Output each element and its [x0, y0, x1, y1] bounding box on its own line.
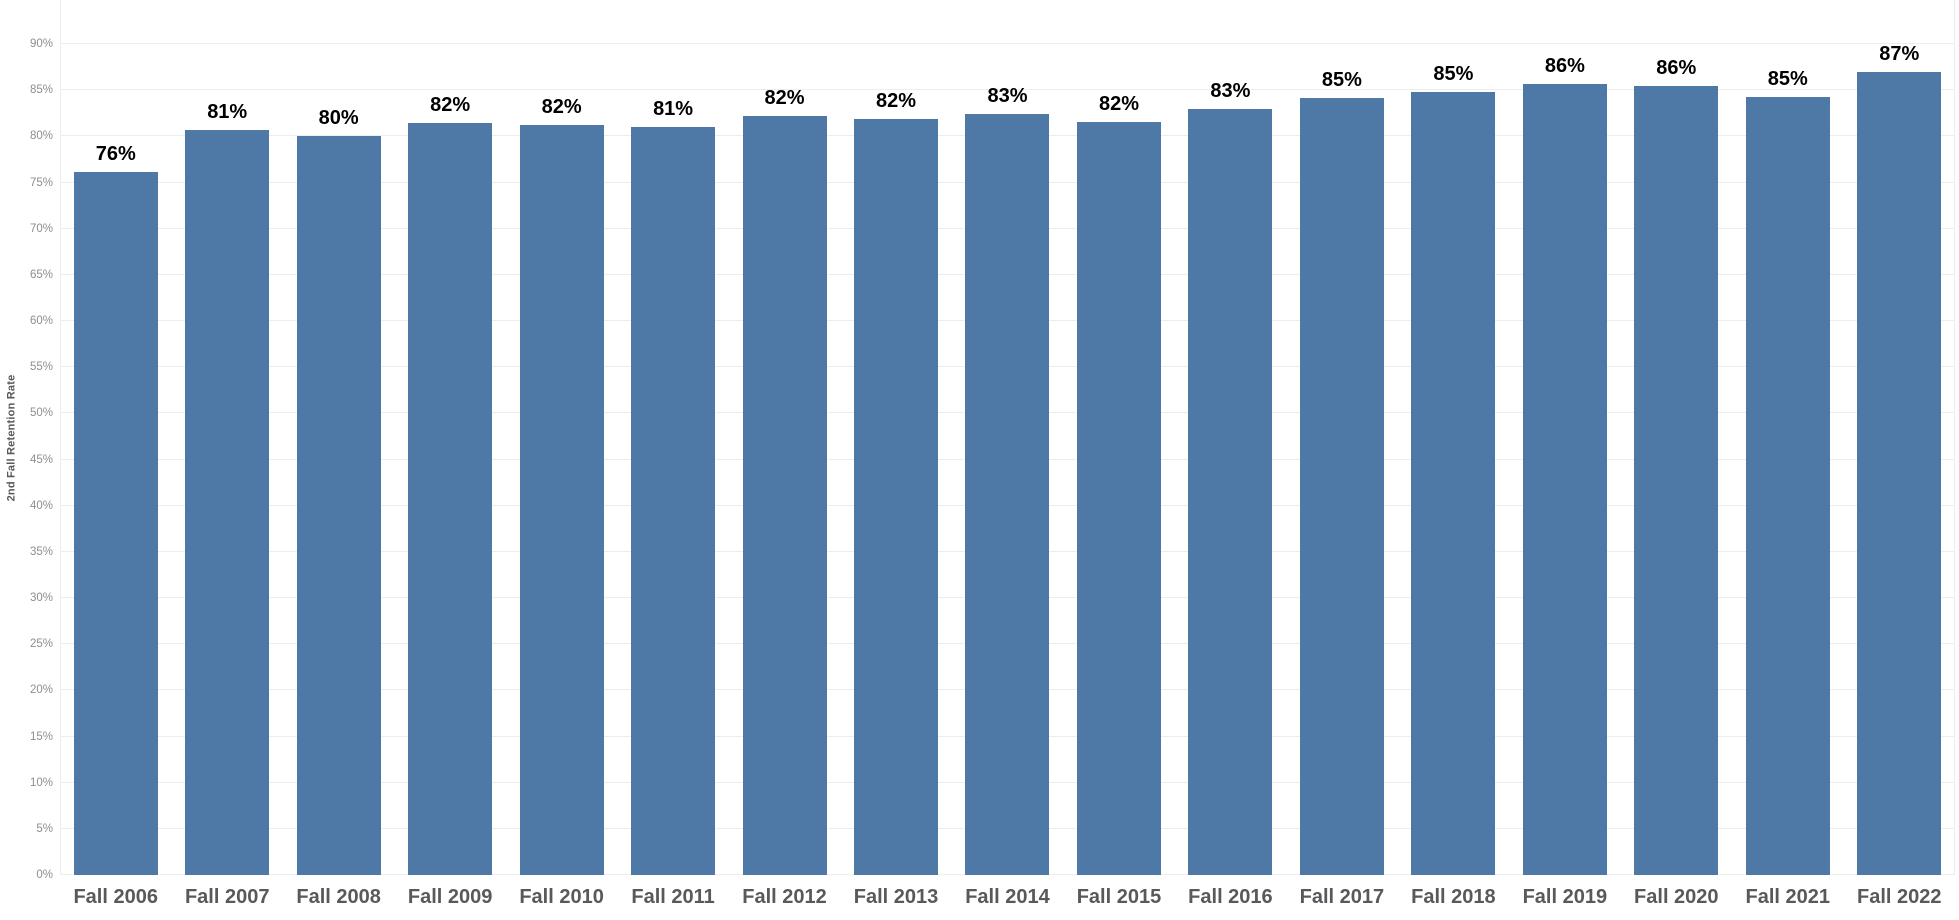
bar-fall-2022[interactable] — [1857, 71, 1942, 875]
bar-slot: 85% — [1286, 0, 1397, 875]
y-axis-tick-label: 15% — [29, 730, 53, 743]
y-axis-tick-label: 80% — [29, 130, 53, 143]
y-axis-tick-label: 0% — [36, 869, 53, 881]
y-axis-tick-label: 70% — [29, 222, 53, 235]
y-axis-tick-label: 20% — [29, 684, 53, 697]
x-axis-label-fall-2019: Fall 2019 — [1522, 885, 1608, 908]
bar-value-label: 81% — [653, 98, 694, 121]
y-axis-tick-label: 45% — [29, 453, 53, 466]
x-axis-label-fall-2009: Fall 2009 — [407, 885, 493, 908]
plot-area: 76% 81% 80% 82% 82% 81% 82% 82% 83% 82% 83% 85% 85% 8… — [60, 0, 1955, 875]
bar-slot: 80% — [283, 0, 394, 875]
y-axis-tick-label: 50% — [29, 407, 53, 420]
bar-slot: 85% — [1398, 0, 1509, 875]
bar-fall-2006[interactable] — [73, 172, 158, 875]
y-axis-tick-label: 30% — [29, 592, 53, 604]
bar-slot: 82% — [729, 0, 840, 875]
bar-fall-2017[interactable] — [1299, 97, 1384, 875]
bar-slot: 86% — [1509, 0, 1620, 875]
bar-slot: 85% — [1732, 0, 1843, 875]
x-axis-label-fall-2014: Fall 2014 — [965, 885, 1050, 908]
bar-value-label: 83% — [1210, 79, 1251, 102]
y-axis-tick-label: 90% — [29, 38, 53, 50]
bar-fall-2020[interactable] — [1634, 85, 1719, 875]
y-axis-tick-label: 35% — [29, 545, 53, 558]
bar-slot: 83% — [952, 0, 1063, 875]
bar-slot: 81% — [171, 0, 282, 875]
bar-fall-2009[interactable] — [408, 123, 493, 875]
bar-fall-2011[interactable] — [631, 127, 716, 875]
x-axis-labels: Fall 2006 Fall 2007 Fall 2008 Fall 2009 Fall… — [60, 879, 1955, 915]
bar-fall-2021[interactable] — [1745, 96, 1830, 875]
bar-value-label: 86% — [1656, 56, 1697, 79]
x-axis-label-fall-2017: Fall 2017 — [1299, 885, 1385, 908]
bar-fall-2015[interactable] — [1076, 122, 1161, 875]
bar-slot: 86% — [1621, 0, 1732, 875]
bar-value-label: 82% — [876, 89, 917, 112]
plot-right-border — [1954, 0, 1955, 875]
bar-fall-2012[interactable] — [742, 116, 827, 875]
x-axis-label-fall-2015: Fall 2015 — [1076, 885, 1162, 908]
gridline — [60, 89, 1955, 91]
bar-slot: 76% — [60, 0, 171, 875]
bar-slot: 81% — [617, 0, 728, 875]
bar-fall-2019[interactable] — [1522, 83, 1607, 875]
y-axis-tick-label: 85% — [29, 84, 53, 97]
x-axis-label-fall-2010: Fall 2010 — [519, 885, 604, 908]
gridline — [60, 43, 1955, 44]
x-axis-label-fall-2021: Fall 2021 — [1745, 885, 1831, 908]
bar-fall-2016[interactable] — [1188, 108, 1273, 875]
bar-value-label: 86% — [1544, 54, 1585, 77]
x-axis-label-fall-2022: Fall 2022 — [1856, 885, 1942, 908]
bar-slot: 82% — [506, 0, 617, 875]
bar-value-label: 85% — [1433, 63, 1474, 86]
y-axis-tick-label: 40% — [29, 499, 53, 512]
bar-fall-2007[interactable] — [185, 129, 270, 875]
bar-fall-2014[interactable] — [965, 114, 1050, 875]
x-axis-label-fall-2016: Fall 2016 — [1188, 885, 1273, 908]
x-axis-label-fall-2011: Fall 2011 — [631, 885, 715, 908]
bar-value-label: 80% — [318, 107, 359, 130]
bar-value-label: 82% — [764, 87, 805, 110]
x-axis-label-fall-2013: Fall 2013 — [853, 885, 939, 908]
bar-fall-2010[interactable] — [519, 125, 604, 875]
bar-slot: 82% — [394, 0, 505, 875]
bar-fall-2008[interactable] — [296, 136, 381, 875]
y-axis-line — [60, 0, 61, 875]
y-axis-tick-labels: 0% 5% 10% 15% 20% 25% 30% 35% 40% 45% 50% 55% 60% 65%… — [0, 0, 53, 881]
bar-value-label: 83% — [987, 85, 1028, 108]
bar-slot: 87% — [1844, 0, 1955, 875]
x-axis-label-fall-2012: Fall 2012 — [742, 885, 827, 908]
bar-value-label: 85% — [1321, 68, 1362, 91]
y-axis-tick-label: 65% — [29, 268, 53, 281]
bar-value-label: 81% — [207, 100, 248, 123]
bar-slot: 83% — [1175, 0, 1286, 875]
y-axis-tick-label: 10% — [29, 776, 53, 789]
bar-value-label: 87% — [1879, 42, 1920, 65]
x-axis-label-fall-2018: Fall 2018 — [1411, 885, 1496, 908]
bar-value-label: 85% — [1767, 67, 1808, 90]
x-axis-label-fall-2007: Fall 2007 — [184, 885, 270, 908]
y-axis-tick-label: 75% — [29, 176, 53, 189]
bar-value-label: 82% — [430, 94, 471, 117]
bar-value-label: 82% — [541, 96, 582, 119]
y-axis-tick-label: 60% — [29, 315, 53, 327]
y-axis-tick-label: 25% — [29, 638, 53, 651]
x-axis-label-fall-2006: Fall 2006 — [73, 885, 158, 908]
x-axis-label-fall-2008: Fall 2008 — [296, 885, 381, 908]
y-axis-tick-label: 5% — [36, 822, 53, 835]
y-axis-tick-label: 55% — [29, 361, 53, 374]
bar-fall-2018[interactable] — [1411, 92, 1496, 875]
bar-value-label: 82% — [1098, 93, 1139, 116]
bar-slot: 82% — [840, 0, 951, 875]
x-axis-label-fall-2020: Fall 2020 — [1634, 885, 1719, 908]
bar-value-label: 76% — [95, 143, 136, 166]
bar-fall-2013[interactable] — [854, 118, 939, 875]
bar-slot: 82% — [1063, 0, 1174, 875]
